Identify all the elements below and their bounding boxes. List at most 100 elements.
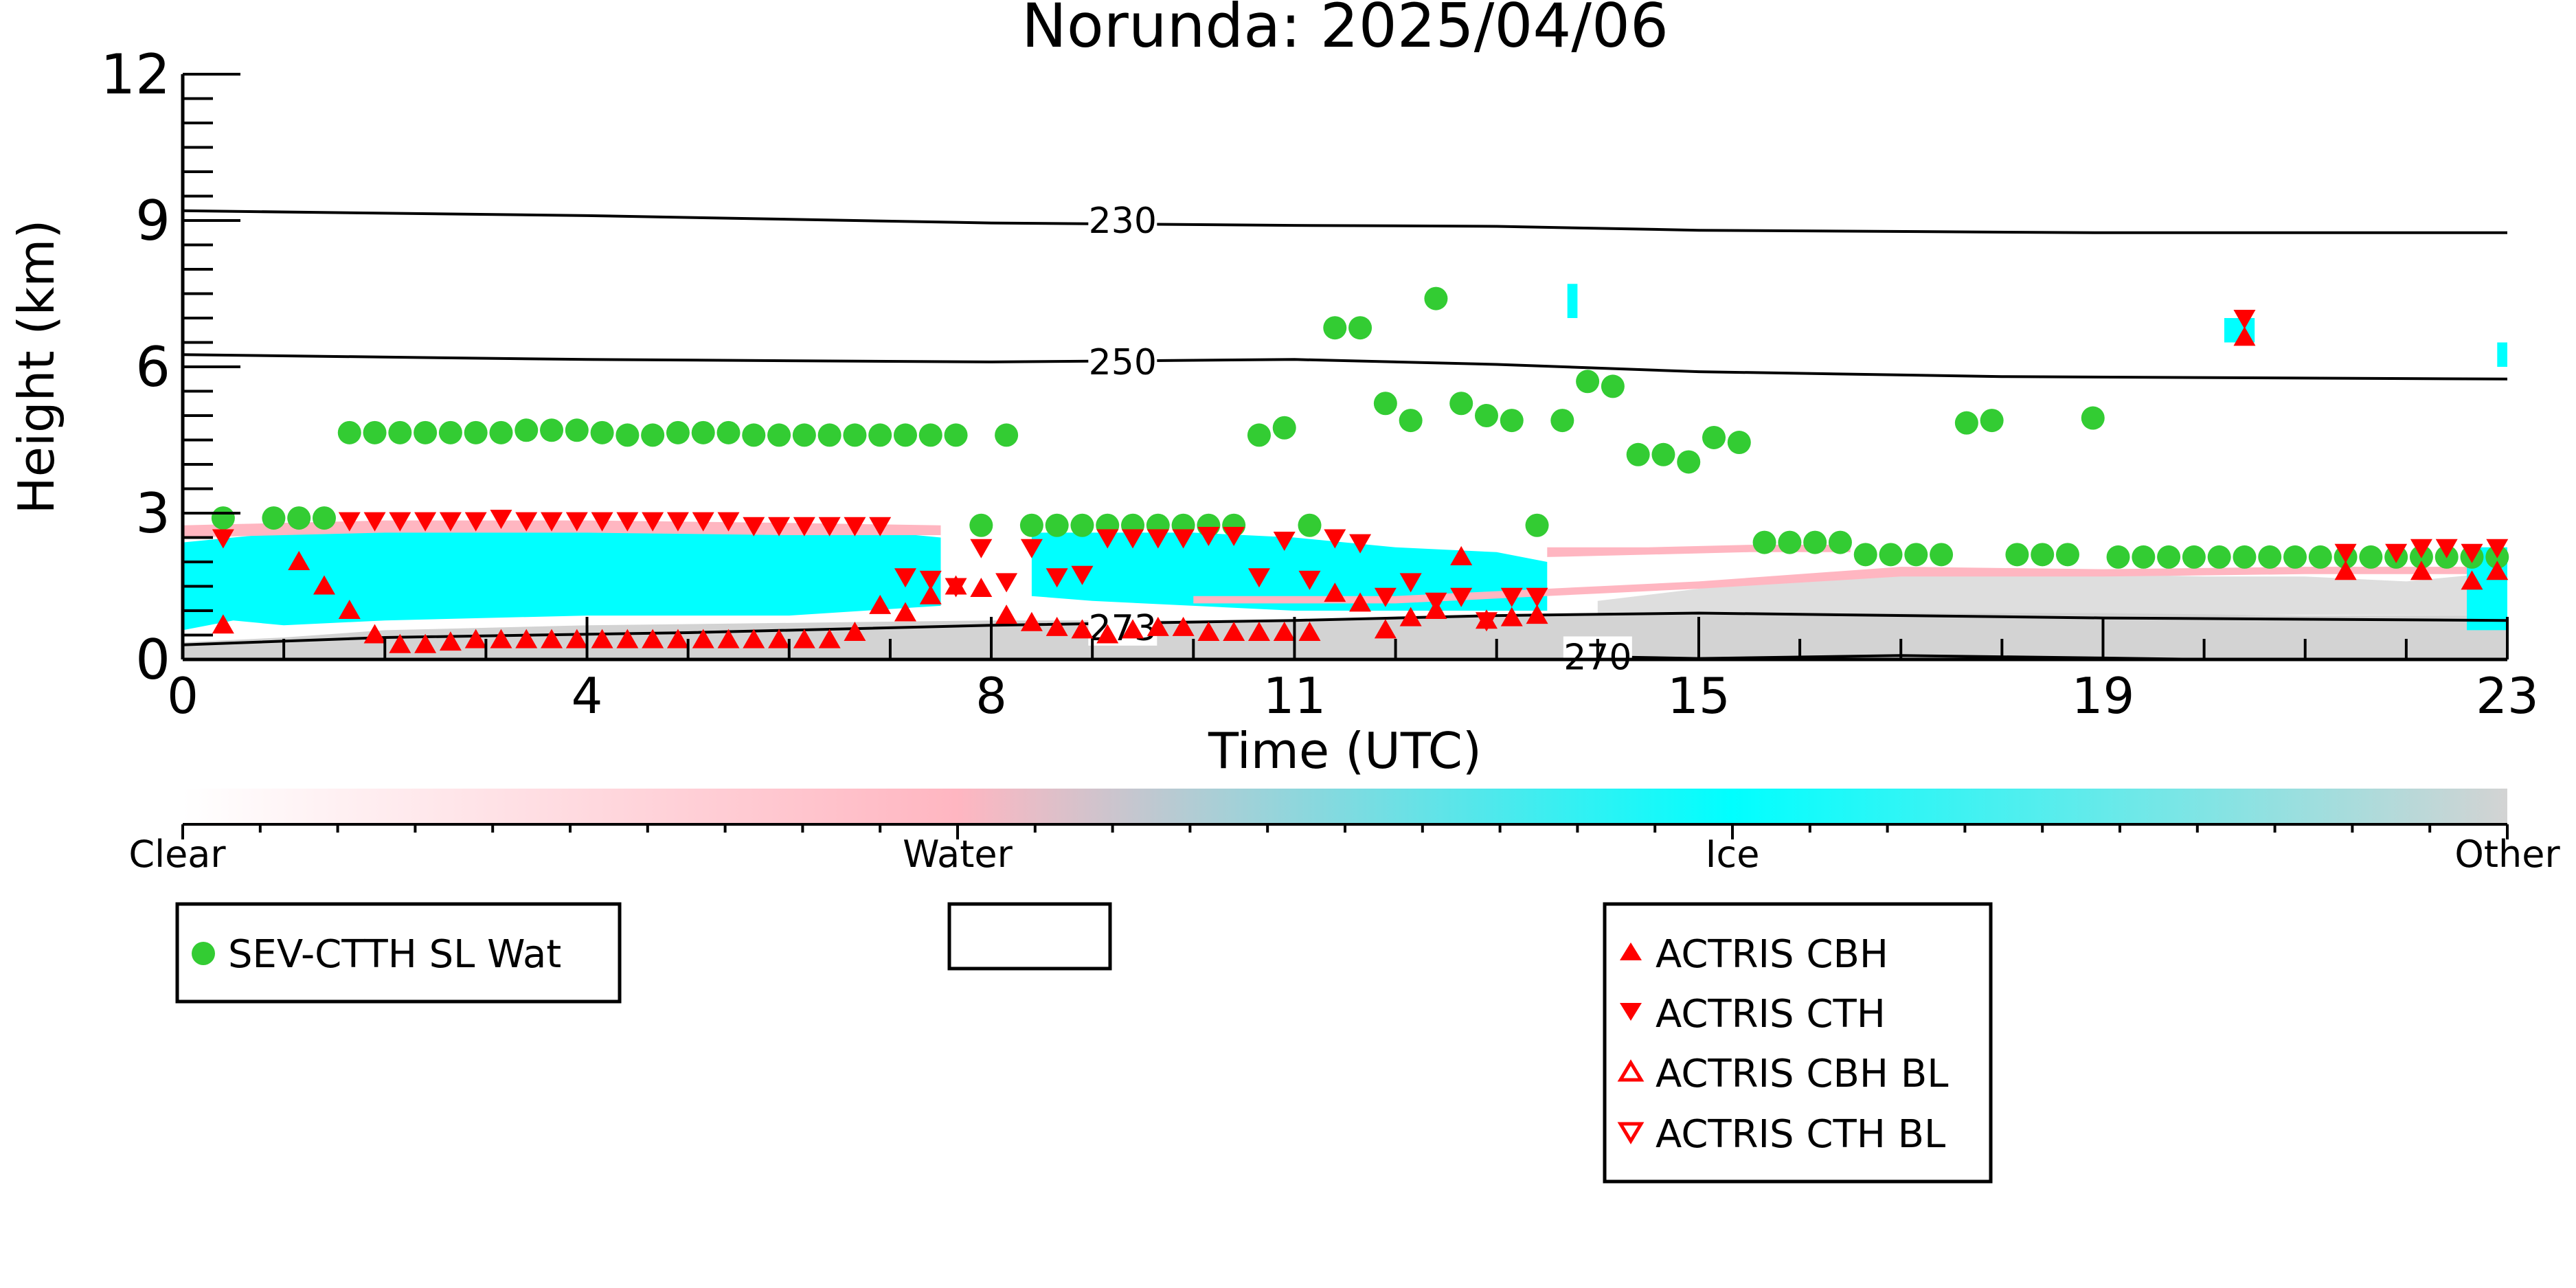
sev-ctth-point [1980,409,2004,433]
actris-cbh-point [844,621,866,641]
actris-cbh-point [1122,619,1144,639]
actris-cth-point [1298,570,1321,590]
actris-cth-point [945,578,967,598]
actris-cbh-point [1197,621,1220,641]
actris-cbh-point [1172,616,1195,636]
actris-cbh-point [2410,561,2432,580]
sev-ctth-point [2359,545,2383,569]
actris-cbh-point [389,633,411,653]
legend-right: ACTRIS CBH ACTRIS CTH ACTRIS CBH BL ACTR… [1603,902,1993,1184]
actris-cbh-point [743,629,765,648]
actris-cbh-point [1500,607,1523,626]
legend-middle-box [947,902,1112,971]
y-tick-label: 0 [135,628,170,692]
actris-cbh-point [313,575,335,595]
sev-ctth-point [641,423,665,447]
actris-cbh-point [692,629,714,648]
actris-cbh-point [2233,326,2256,346]
actris-cth-point [1096,529,1119,549]
actris-cth-point [1197,526,1220,546]
legend-right-box [1603,902,1993,1184]
sev-ctth-point [969,513,993,537]
legend-cth-bl-label: ACTRIS CTH BL [1656,1112,1945,1157]
sev-ctth-point [1500,409,1524,433]
sev-ctth-point [540,418,564,442]
sev-ctth-point [1348,316,1372,340]
legend-cth-bl-marker [1617,1122,1645,1144]
legend-left: SEV-CTTH SL Wat [175,902,622,1004]
sev-ctth-point [716,420,741,444]
sev-ctth-point [868,423,892,447]
sev-ctth-point [1449,392,1473,416]
actris-cth-point [995,573,1018,593]
actris-cth-point [464,512,487,532]
legend-sev-marker [192,942,215,965]
sev-ctth-point [615,423,640,447]
sev-ctth-point [792,423,816,447]
actris-cbh-point [717,629,740,648]
x-tick-label: 8 [975,667,1007,725]
colorbar: Clear Water Ice Other [128,789,2560,876]
sev-ctth-point [1853,543,1877,567]
sev-ctth-point [1879,543,1903,567]
sev-ctth-point [742,423,766,447]
sev-ctth-point [1752,530,1776,554]
actris-cth-point [616,512,639,532]
sev-ctth-point [1651,442,1675,466]
sev-ctth-point [1070,513,1094,537]
contour-line-250 [182,353,2508,381]
sev-ctth-point [211,506,235,530]
actris-cth-point [970,539,993,558]
legend-cth-marker [1620,1003,1642,1021]
sev-ctth-point [1247,423,1271,447]
actris-cbh-point [1020,611,1043,631]
actris-cbh-point [2334,561,2357,580]
sev-ctth-point [2106,545,2130,569]
actris-cth-point [919,570,942,590]
sev-ctth-point [590,420,614,444]
actris-cth-point [1247,568,1270,588]
sev-ctth-point [2005,543,2029,567]
actris-cbh-point [338,600,361,619]
sev-ctth-point [312,506,336,530]
actris-cbh-point [1399,607,1422,626]
sev-ctth-point [464,420,488,444]
contour-label-bg-250 [1088,341,1157,380]
water-layer-mid [1193,567,2507,604]
x-tick-label: 15 [1667,667,1730,725]
sev-ctth-point [2132,545,2156,569]
actris-cth-point [1450,587,1473,607]
ice-field-mid [1031,532,1548,611]
sev-ctth-point [1702,425,1726,449]
actris-cbh-point [464,629,487,648]
legend-cbh-bl-label: ACTRIS CBH BL [1656,1052,1948,1096]
y-tick-label: 3 [135,482,170,545]
actris-cbh-point [1273,621,1296,641]
sev-ctth-point [2283,545,2307,569]
actris-cth-point [389,512,411,532]
actris-cbh-point [439,631,462,651]
x-tick-label: 19 [2072,667,2135,725]
actris-cth-point [2233,310,2256,329]
sev-ctth-point [2308,545,2332,569]
sev-ctth-point [1576,370,1600,394]
sev-ctth-point [918,423,942,447]
actris-cth-point [743,517,765,536]
sev-ctth-point [1727,431,1751,455]
actris-cbh-point [490,629,512,648]
sev-ctth-point [1272,416,1296,440]
sev-ctth-point [262,506,286,530]
actris-cbh-point [1247,621,1270,641]
sev-ctth-point [1323,316,1347,340]
colorbar-label-clear: Clear [128,833,226,876]
actris-cbh-point [2461,570,2483,590]
actris-cbh-point [919,585,942,605]
actris-cth-point [642,512,664,532]
x-tick-label: 23 [2476,667,2539,725]
colorbar-gradient [183,789,2507,824]
cloud-type-field [183,284,2507,659]
actris-cth-point [768,517,791,536]
actris-cbh-point [1223,621,1245,641]
sev-ctth-point [438,420,462,444]
sev-ctth-point [515,418,539,442]
